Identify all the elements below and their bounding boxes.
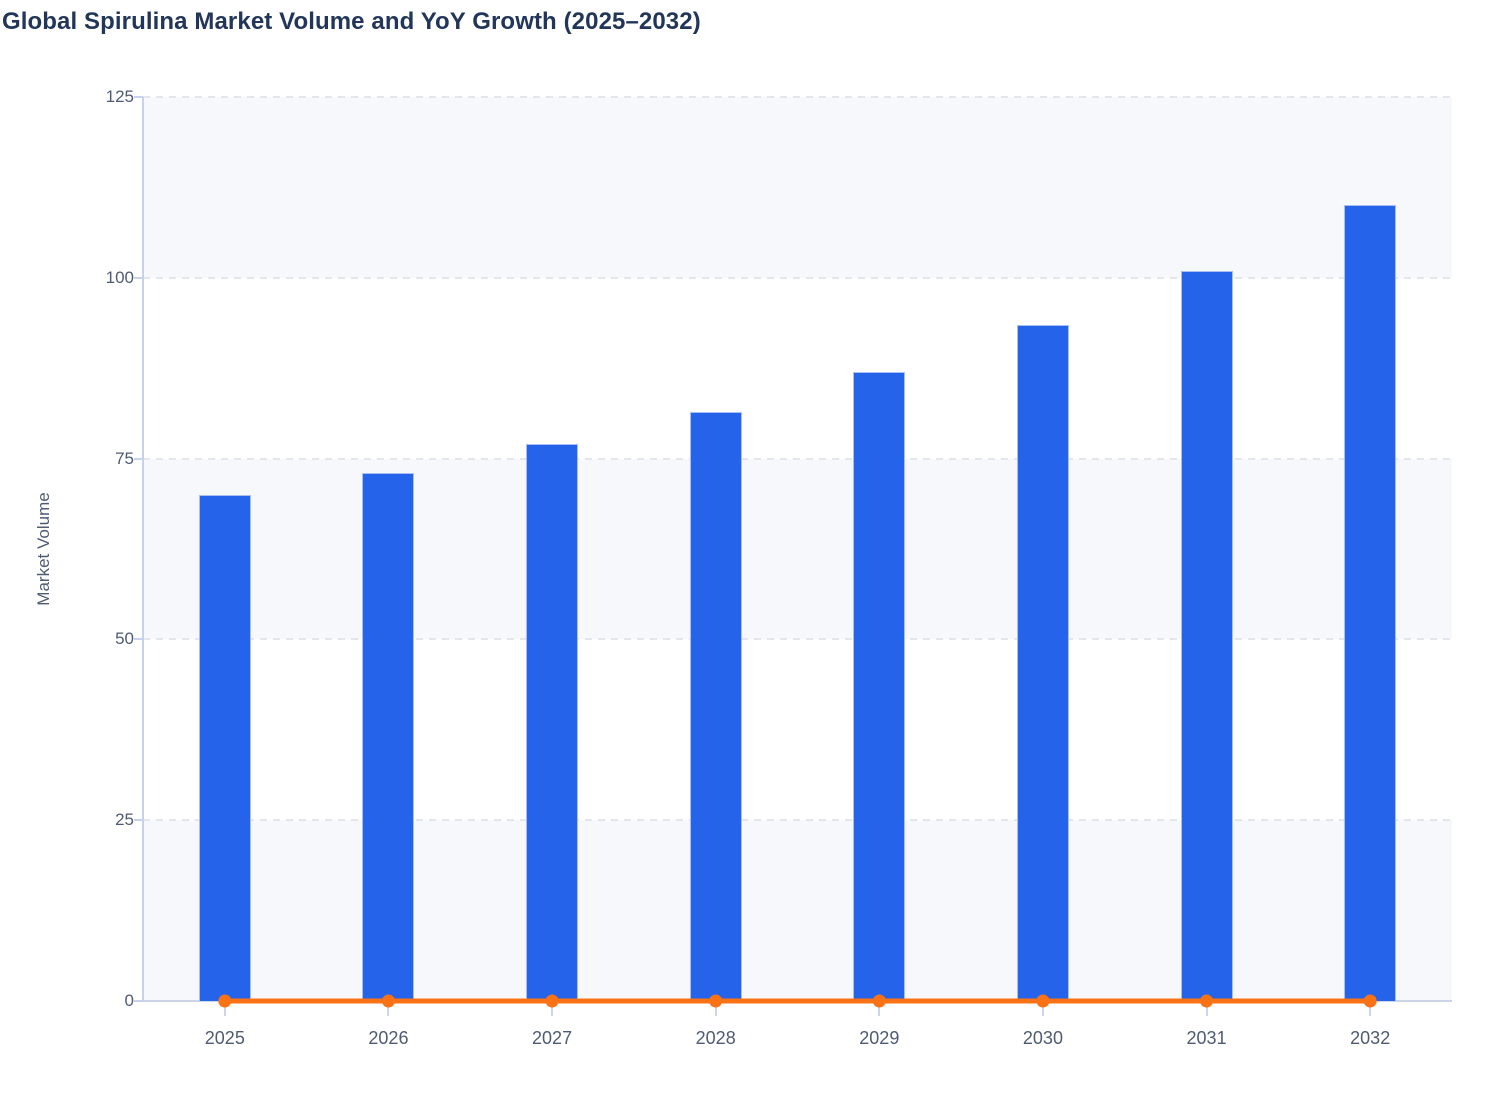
x-tick-label: 2032 — [1350, 1028, 1391, 1048]
plot-area — [134, 96, 1452, 1016]
bar-2027 — [526, 444, 579, 1001]
bar-2030 — [1016, 324, 1069, 1001]
x-axis-tick — [1205, 1000, 1208, 1016]
bar-2028 — [689, 411, 742, 1001]
yoy-growth-marker — [1363, 994, 1377, 1008]
y-tick-label: 50 — [115, 629, 134, 649]
y-axis-title: Market Volume — [34, 492, 53, 606]
y-tick-label: 0 — [124, 991, 134, 1010]
x-axis-tick — [714, 1000, 717, 1016]
y-axis-tick — [134, 276, 143, 279]
y-tick-label: 75 — [115, 448, 134, 468]
gridline — [143, 96, 1452, 98]
y-tick-label: 25 — [115, 810, 134, 830]
y-axis-tick — [134, 819, 143, 822]
y-axis-tick — [134, 1000, 143, 1002]
gridline — [143, 819, 1452, 822]
plot-band — [143, 639, 1452, 821]
gridline — [143, 457, 1452, 460]
x-axis-tick — [387, 1000, 390, 1016]
y-axis-tick — [134, 96, 143, 98]
yoy-growth-marker — [1036, 994, 1050, 1008]
bar-2029 — [853, 371, 906, 1001]
yoy-growth-line-layer — [218, 994, 1377, 1008]
plot-band — [143, 458, 1452, 640]
yoy-growth-marker — [381, 994, 395, 1008]
yoy-growth-marker — [545, 994, 559, 1008]
bar-2025 — [198, 494, 251, 1001]
bar-2031 — [1180, 270, 1233, 1001]
plot-band — [143, 97, 1452, 278]
x-tick-label: 2031 — [1186, 1028, 1227, 1048]
x-tick-label: 2026 — [368, 1028, 409, 1048]
x-axis-tick — [551, 1000, 554, 1016]
x-tick-label: 2029 — [859, 1028, 900, 1048]
gridline — [143, 638, 1452, 641]
y-axis-tick — [134, 457, 143, 460]
y-axis-tick — [134, 638, 143, 641]
bar-2032 — [1344, 205, 1397, 1001]
chart-title: Global Spirulina Market Volume and YoY G… — [2, 8, 701, 35]
y-axis-line — [142, 97, 144, 1001]
x-axis-tick — [1041, 1000, 1044, 1016]
x-tick-label: 2025 — [204, 1028, 245, 1048]
x-axis-tick — [223, 1000, 226, 1016]
yoy-growth-marker — [218, 994, 232, 1008]
plot-band — [143, 820, 1452, 1001]
x-axis-tick — [1369, 1000, 1372, 1016]
y-tick-label: 125 — [105, 87, 134, 106]
yoy-growth-marker — [872, 994, 886, 1008]
x-axis-tick — [878, 1000, 881, 1016]
gridline — [143, 276, 1452, 279]
plot-band — [143, 277, 1452, 459]
x-tick-label: 2028 — [695, 1028, 736, 1048]
bar-2026 — [362, 473, 415, 1001]
x-tick-label: 2030 — [1022, 1028, 1063, 1048]
yoy-growth-marker — [709, 994, 723, 1008]
x-tick-label: 2027 — [532, 1028, 573, 1048]
y-tick-label: 100 — [105, 267, 134, 287]
yoy-growth-marker — [1200, 994, 1214, 1008]
